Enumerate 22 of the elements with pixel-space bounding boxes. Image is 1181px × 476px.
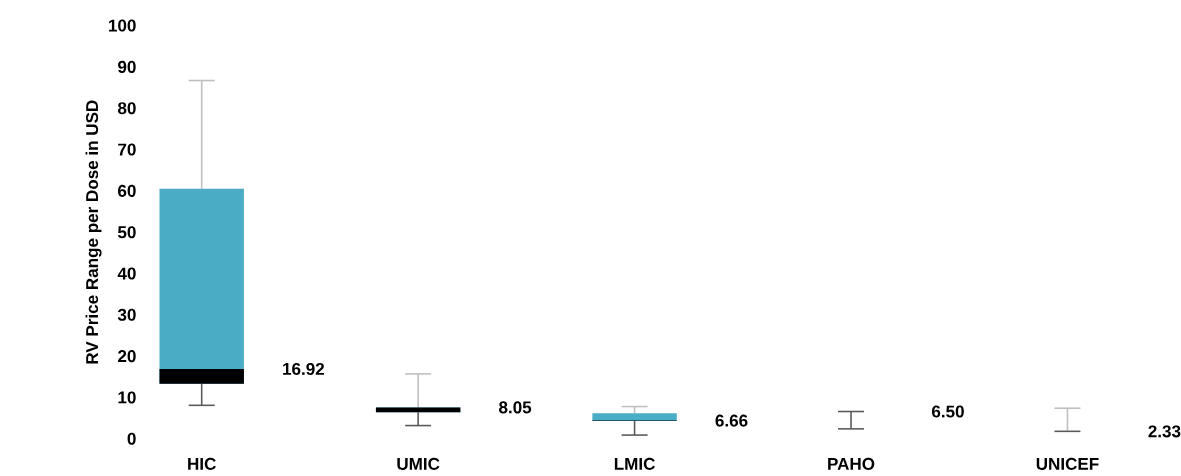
- text: 16.92: [283, 363, 325, 376]
- y-tick-label: 30: [117, 308, 136, 322]
- x-tick-label: UMIC: [397, 458, 440, 471]
- text: 6.50: [931, 405, 964, 418]
- y-tick-label: 20: [118, 350, 136, 363]
- x-tick-label: HIC: [188, 458, 216, 471]
- y-tick-label: 80: [117, 102, 136, 115]
- text: 8.05: [499, 401, 532, 414]
- y-tick-label: 70: [118, 143, 136, 156]
- x-tick-label: UNICEF: [1036, 458, 1099, 471]
- y-tick-label: 0: [127, 432, 136, 446]
- x-tick-label: LMIC: [614, 458, 655, 471]
- x-tick-label: PAHO: [828, 458, 875, 471]
- y-tick-label: 10: [118, 391, 136, 404]
- text: 2.33: [1148, 425, 1181, 438]
- y-tick-label: 50: [117, 226, 136, 239]
- y-tick-label: 40: [117, 267, 136, 280]
- y-tick-label: 90: [118, 61, 136, 74]
- y-tick-label: 60: [118, 185, 136, 198]
- text: 6.66: [715, 414, 748, 427]
- y-tick-label: 100: [109, 19, 136, 32]
- y-axis-title: RV Price Range per Dose in USD: [85, 100, 102, 364]
